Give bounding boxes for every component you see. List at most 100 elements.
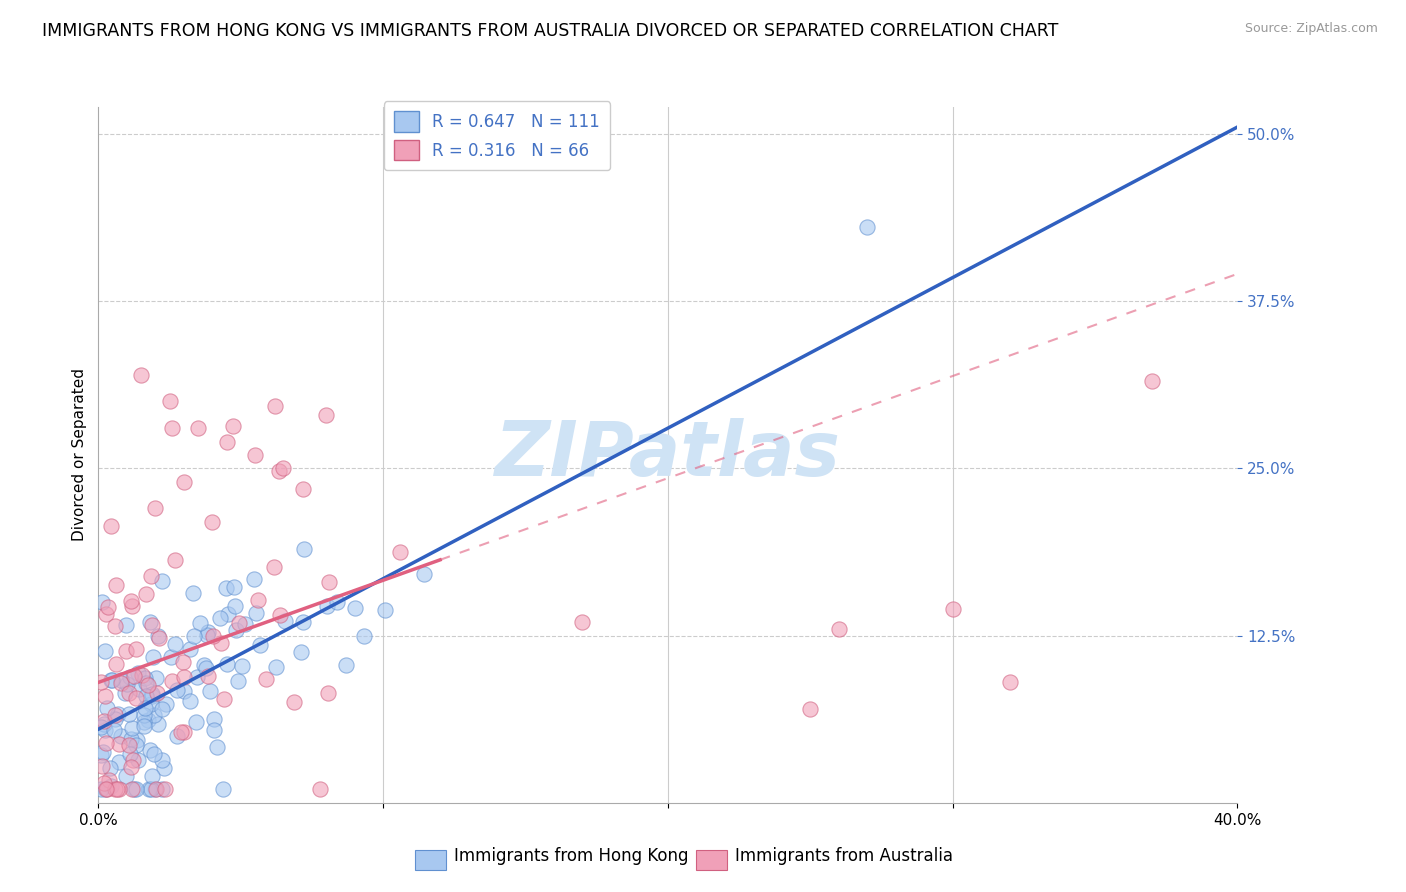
Point	[195, 661, 218, 675]
Point	[110, 729, 132, 743]
Point	[141, 769, 163, 783]
Point	[290, 645, 312, 659]
Point	[141, 782, 163, 797]
Point	[173, 475, 195, 489]
Point	[139, 698, 162, 712]
Point	[96, 701, 118, 715]
Point	[184, 715, 207, 730]
Point	[129, 368, 152, 382]
Point	[91, 594, 114, 608]
Point	[187, 421, 209, 435]
Point	[141, 689, 163, 703]
Point	[201, 629, 224, 643]
Point	[308, 782, 330, 797]
Point	[127, 753, 149, 767]
Text: Immigrants from Hong Kong: Immigrants from Hong Kong	[454, 847, 689, 865]
Point	[1140, 375, 1163, 389]
Point	[266, 659, 288, 673]
Point	[104, 782, 127, 797]
Point	[115, 618, 138, 632]
Point	[90, 720, 112, 734]
Point	[124, 738, 146, 752]
Point	[124, 782, 146, 797]
Point	[105, 578, 128, 592]
Point	[215, 434, 238, 449]
Point	[159, 394, 181, 409]
Point	[292, 542, 315, 557]
Point	[195, 628, 218, 642]
Point	[94, 782, 117, 797]
Point	[141, 618, 163, 632]
Point	[209, 610, 232, 624]
Legend: R = 0.647   N = 111, R = 0.316   N = 66: R = 0.647 N = 111, R = 0.316 N = 66	[384, 102, 610, 170]
Point	[101, 673, 124, 688]
Point	[188, 615, 211, 630]
Point	[93, 776, 115, 790]
Point	[166, 683, 188, 698]
Point	[163, 553, 186, 567]
Point	[146, 629, 169, 643]
Point	[94, 723, 117, 738]
Point	[173, 725, 195, 739]
Point	[93, 714, 115, 728]
Point	[135, 587, 157, 601]
Point	[128, 681, 150, 696]
Point	[117, 677, 139, 691]
Point	[150, 701, 173, 715]
Point	[104, 618, 127, 632]
Text: IMMIGRANTS FROM HONG KONG VS IMMIGRANTS FROM AUSTRALIA DIVORCED OR SEPARATED COR: IMMIGRANTS FROM HONG KONG VS IMMIGRANTS …	[42, 22, 1059, 40]
Point	[104, 712, 127, 726]
Point	[292, 482, 315, 496]
Point	[571, 615, 593, 630]
Point	[998, 675, 1021, 690]
Point	[150, 753, 173, 767]
Point	[90, 675, 112, 690]
Point	[148, 631, 170, 645]
Point	[217, 607, 239, 621]
Point	[413, 567, 436, 582]
Point	[138, 678, 160, 692]
Point	[91, 759, 114, 773]
Point	[799, 702, 821, 716]
Point	[108, 755, 131, 769]
Point	[135, 689, 157, 703]
Point	[142, 747, 165, 761]
Point	[117, 738, 139, 752]
Point	[828, 622, 851, 636]
Text: Immigrants from Australia: Immigrants from Australia	[735, 847, 953, 865]
Point	[100, 761, 122, 775]
Text: ZIPatlas: ZIPatlas	[495, 418, 841, 491]
Point	[145, 782, 167, 797]
Point	[121, 599, 143, 614]
Point	[115, 769, 138, 783]
Point	[202, 723, 225, 738]
Point	[201, 515, 224, 529]
Point	[150, 782, 173, 797]
Point	[153, 782, 176, 797]
Point	[224, 599, 246, 614]
Point	[105, 782, 128, 797]
Point	[263, 399, 285, 413]
Point	[254, 672, 277, 686]
Point	[145, 501, 167, 516]
Point	[179, 694, 201, 708]
Point	[121, 721, 143, 735]
Point	[179, 641, 201, 656]
Point	[316, 599, 339, 613]
Point	[292, 615, 315, 629]
Point	[93, 717, 115, 731]
Point	[209, 636, 232, 650]
Point	[120, 594, 142, 608]
Point	[186, 670, 208, 684]
Point	[145, 671, 167, 685]
Point	[96, 782, 118, 797]
Point	[193, 657, 215, 672]
Point	[100, 519, 122, 533]
Point	[343, 601, 366, 615]
Point	[94, 736, 117, 750]
Point	[118, 686, 141, 700]
Point	[170, 725, 193, 739]
Point	[146, 686, 169, 700]
Point	[125, 642, 148, 657]
Point	[198, 684, 221, 698]
